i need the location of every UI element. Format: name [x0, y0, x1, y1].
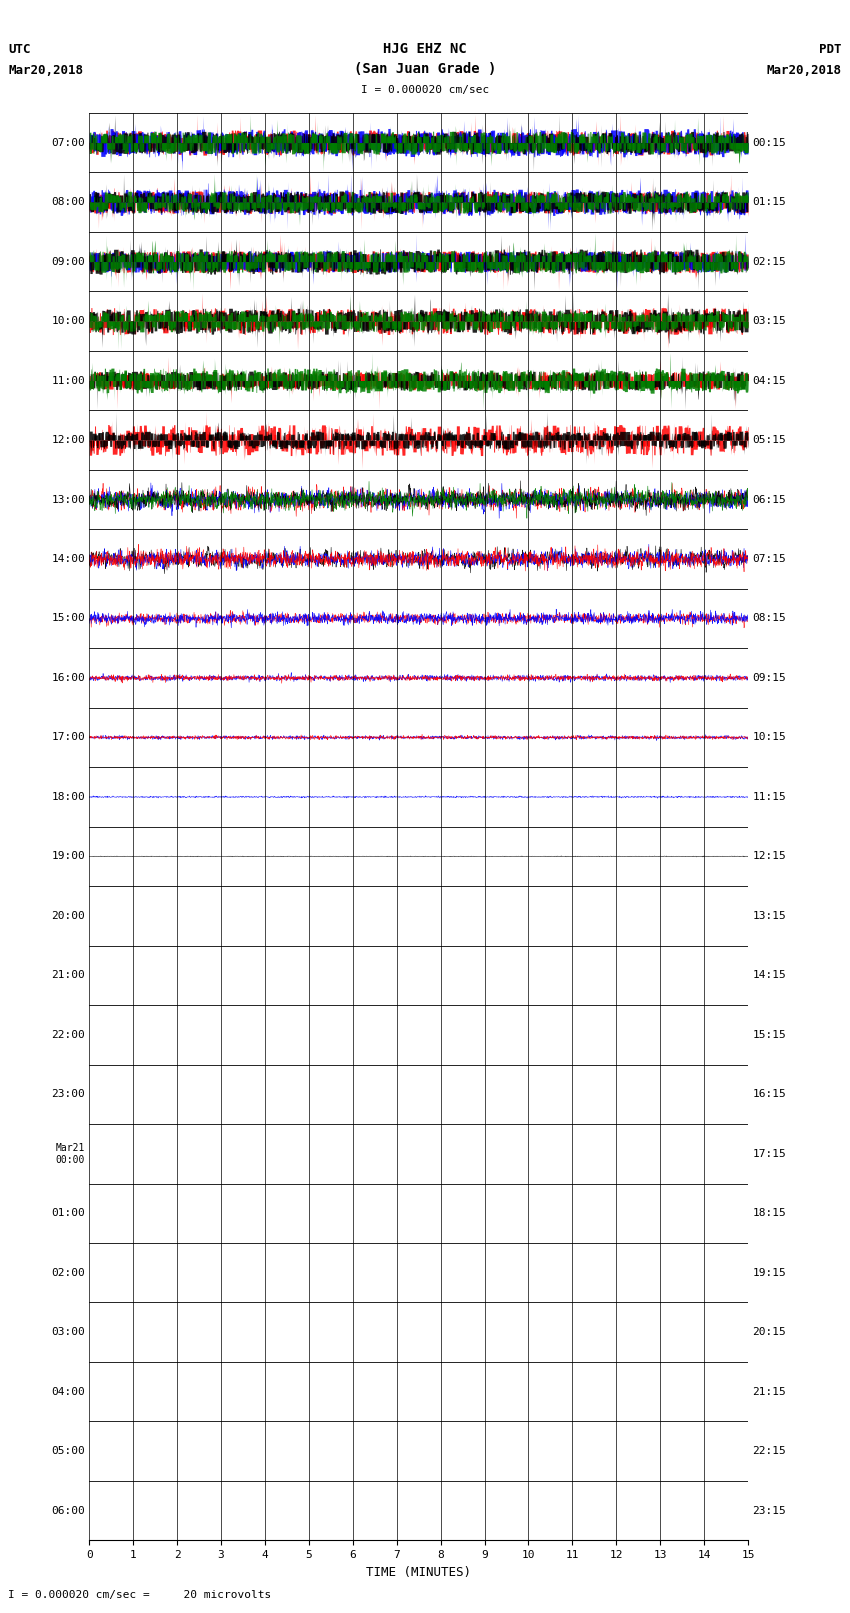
- Text: 15:00: 15:00: [51, 613, 85, 624]
- Text: 04:00: 04:00: [51, 1387, 85, 1397]
- Text: 11:00: 11:00: [51, 376, 85, 386]
- Text: 01:00: 01:00: [51, 1208, 85, 1218]
- Text: 07:00: 07:00: [51, 137, 85, 148]
- X-axis label: TIME (MINUTES): TIME (MINUTES): [366, 1566, 471, 1579]
- Text: 12:00: 12:00: [51, 436, 85, 445]
- Text: 08:00: 08:00: [51, 197, 85, 206]
- Text: I = 0.000020 cm/sec =     20 microvolts: I = 0.000020 cm/sec = 20 microvolts: [8, 1590, 272, 1600]
- Text: 09:15: 09:15: [752, 673, 786, 682]
- Text: 22:00: 22:00: [51, 1029, 85, 1040]
- Text: 20:00: 20:00: [51, 911, 85, 921]
- Text: 16:15: 16:15: [752, 1089, 786, 1100]
- Text: 13:15: 13:15: [752, 911, 786, 921]
- Text: 19:15: 19:15: [752, 1268, 786, 1277]
- Text: 17:15: 17:15: [752, 1148, 786, 1158]
- Text: 23:00: 23:00: [51, 1089, 85, 1100]
- Text: 07:15: 07:15: [752, 553, 786, 565]
- Text: Mar20,2018: Mar20,2018: [767, 65, 842, 77]
- Text: 09:00: 09:00: [51, 256, 85, 266]
- Text: UTC: UTC: [8, 44, 31, 56]
- Text: 08:15: 08:15: [752, 613, 786, 624]
- Text: 21:15: 21:15: [752, 1387, 786, 1397]
- Text: 10:00: 10:00: [51, 316, 85, 326]
- Text: 05:00: 05:00: [51, 1447, 85, 1457]
- Text: 06:00: 06:00: [51, 1505, 85, 1516]
- Text: 10:15: 10:15: [752, 732, 786, 742]
- Text: 22:15: 22:15: [752, 1447, 786, 1457]
- Text: 16:00: 16:00: [51, 673, 85, 682]
- Text: 12:15: 12:15: [752, 852, 786, 861]
- Text: (San Juan Grade ): (San Juan Grade ): [354, 61, 496, 76]
- Text: I = 0.000020 cm/sec: I = 0.000020 cm/sec: [361, 85, 489, 95]
- Text: 03:00: 03:00: [51, 1327, 85, 1337]
- Text: 18:15: 18:15: [752, 1208, 786, 1218]
- Text: 15:15: 15:15: [752, 1029, 786, 1040]
- Text: 13:00: 13:00: [51, 495, 85, 505]
- Text: 02:00: 02:00: [51, 1268, 85, 1277]
- Text: 21:00: 21:00: [51, 971, 85, 981]
- Text: HJG EHZ NC: HJG EHZ NC: [383, 42, 467, 56]
- Text: 05:15: 05:15: [752, 436, 786, 445]
- Text: PDT: PDT: [819, 44, 842, 56]
- Text: 03:15: 03:15: [752, 316, 786, 326]
- Text: Mar21
00:00: Mar21 00:00: [55, 1144, 85, 1165]
- Text: 18:00: 18:00: [51, 792, 85, 802]
- Text: 02:15: 02:15: [752, 256, 786, 266]
- Text: Mar20,2018: Mar20,2018: [8, 65, 83, 77]
- Text: 19:00: 19:00: [51, 852, 85, 861]
- Text: 11:15: 11:15: [752, 792, 786, 802]
- Text: 06:15: 06:15: [752, 495, 786, 505]
- Text: 01:15: 01:15: [752, 197, 786, 206]
- Text: 04:15: 04:15: [752, 376, 786, 386]
- Text: 23:15: 23:15: [752, 1505, 786, 1516]
- Text: 00:15: 00:15: [752, 137, 786, 148]
- Text: 14:15: 14:15: [752, 971, 786, 981]
- Text: 17:00: 17:00: [51, 732, 85, 742]
- Text: 20:15: 20:15: [752, 1327, 786, 1337]
- Text: 14:00: 14:00: [51, 553, 85, 565]
